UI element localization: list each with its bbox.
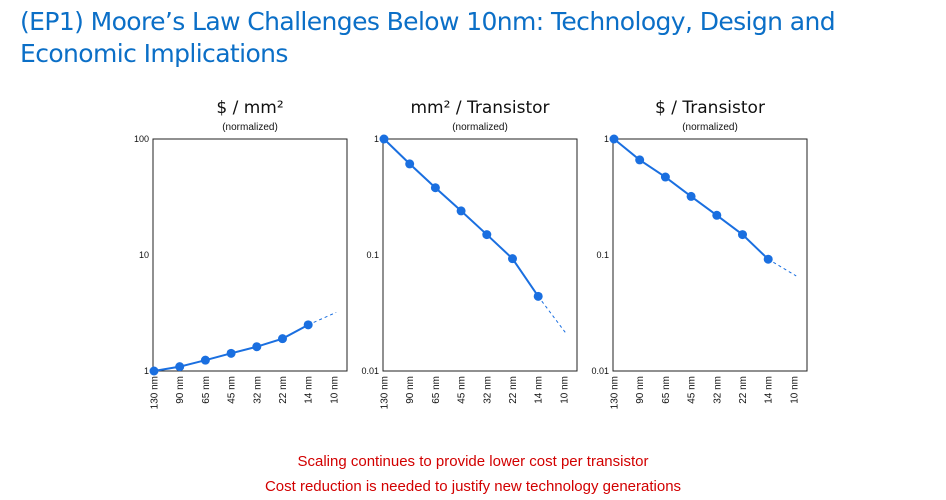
y-tick-label: 10 xyxy=(139,250,149,260)
data-point xyxy=(226,348,236,358)
x-tick-label: 10 nm xyxy=(789,376,800,404)
x-tick-label: 14 nm xyxy=(304,376,315,404)
chart-area-per-transistor: mm² / Transistor (normalized) 0.01 0.1 1 130 … xyxy=(340,90,578,420)
data-point xyxy=(430,183,440,193)
data-point xyxy=(405,159,415,169)
plot-frame xyxy=(612,138,808,372)
x-tick-label: 14 nm xyxy=(764,376,775,404)
x-tick-label: 22 nm xyxy=(278,376,289,404)
x-tick-label: 45 nm xyxy=(457,376,468,404)
x-tick-label: 90 nm xyxy=(175,376,186,404)
chart-cost-per-area: $ / mm² (normalized) 1 10 100 130 nm 90 nm 65 n… xyxy=(110,90,348,420)
y-tick-label: 1 xyxy=(144,366,149,376)
x-tick-label: 32 nm xyxy=(482,376,493,404)
data-point xyxy=(149,366,159,376)
page-title: (EP1) Moore’s Law Challenges Below 10nm:… xyxy=(20,7,836,68)
x-tick-label: 14 nm xyxy=(534,376,545,404)
conclusion-line-2: Cost reduction is needed to justify new … xyxy=(264,478,682,495)
data-point xyxy=(738,230,747,240)
projected-line xyxy=(307,311,337,326)
data-point xyxy=(763,254,773,264)
y-tick-label: 1 xyxy=(374,134,379,144)
chart-svg: $ / Transistor (normalized) 0.01 0.1 1 130 nm… xyxy=(591,98,808,409)
y-tick-label: 0.01 xyxy=(361,366,379,376)
chart-cost-per-transistor: $ / Transistor (normalized) 0.01 0.1 1 130 nm… xyxy=(570,90,808,420)
data-point xyxy=(175,362,185,372)
x-tick-label: 22 nm xyxy=(508,376,519,404)
chart-title: $ / Transistor xyxy=(655,98,765,118)
x-tick-label: 65 nm xyxy=(201,376,212,404)
data-point xyxy=(303,320,313,330)
data-point xyxy=(379,134,389,144)
data-point xyxy=(660,172,670,182)
x-tick-label: 65 nm xyxy=(661,376,672,404)
data-point xyxy=(200,355,210,365)
chart-svg: mm² / Transistor (normalized) 0.01 0.1 1 130 … xyxy=(361,98,578,409)
x-tick-label: 32 nm xyxy=(712,376,723,404)
x-tick-label: 45 nm xyxy=(687,376,698,404)
y-tick-label: 100 xyxy=(134,134,149,144)
x-tick-label: 90 nm xyxy=(405,376,416,404)
conclusions: Scaling continues to provide lower cost … xyxy=(0,449,946,499)
data-point xyxy=(252,342,262,352)
data-point xyxy=(712,210,722,220)
x-tick-label: 130 nm xyxy=(380,376,391,409)
chart-subtitle: (normalized) xyxy=(452,122,508,133)
x-tick-label: 45 nm xyxy=(227,376,238,404)
projected-line xyxy=(767,258,797,277)
y-tick-label: 1 xyxy=(604,134,609,144)
data-point xyxy=(508,254,517,264)
x-tick-label: 10 nm xyxy=(329,376,340,404)
x-tick-label: 130 nm xyxy=(610,376,621,409)
chart-subtitle: (normalized) xyxy=(682,122,738,133)
x-tick-label: 130 nm xyxy=(150,376,161,409)
x-tick-label: 22 nm xyxy=(738,376,749,404)
data-point xyxy=(686,191,696,201)
plot-frame xyxy=(152,138,348,372)
y-tick-label: 0.1 xyxy=(366,250,379,260)
data-point xyxy=(533,291,543,301)
chart-subtitle: (normalized) xyxy=(222,122,278,133)
x-tick-label: 65 nm xyxy=(431,376,442,404)
conclusion-line-1: Scaling continues to provide lower cost … xyxy=(297,453,649,470)
x-tick-label: 90 nm xyxy=(635,376,646,404)
x-tick-label: 10 nm xyxy=(559,376,570,404)
data-point xyxy=(456,206,466,216)
plot-frame xyxy=(382,138,578,372)
chart-svg: $ / mm² (normalized) 1 10 100 130 nm 90 nm 65 n… xyxy=(134,98,348,409)
y-tick-label: 0.01 xyxy=(591,366,609,376)
data-point xyxy=(609,134,619,144)
data-point xyxy=(635,155,645,165)
projected-line xyxy=(537,296,567,334)
x-tick-label: 32 nm xyxy=(252,376,263,404)
data-point xyxy=(278,334,287,344)
data-point xyxy=(482,230,492,240)
y-tick-label: 0.1 xyxy=(596,250,609,260)
chart-title: $ / mm² xyxy=(216,98,283,118)
chart-title: mm² / Transistor xyxy=(410,98,549,118)
